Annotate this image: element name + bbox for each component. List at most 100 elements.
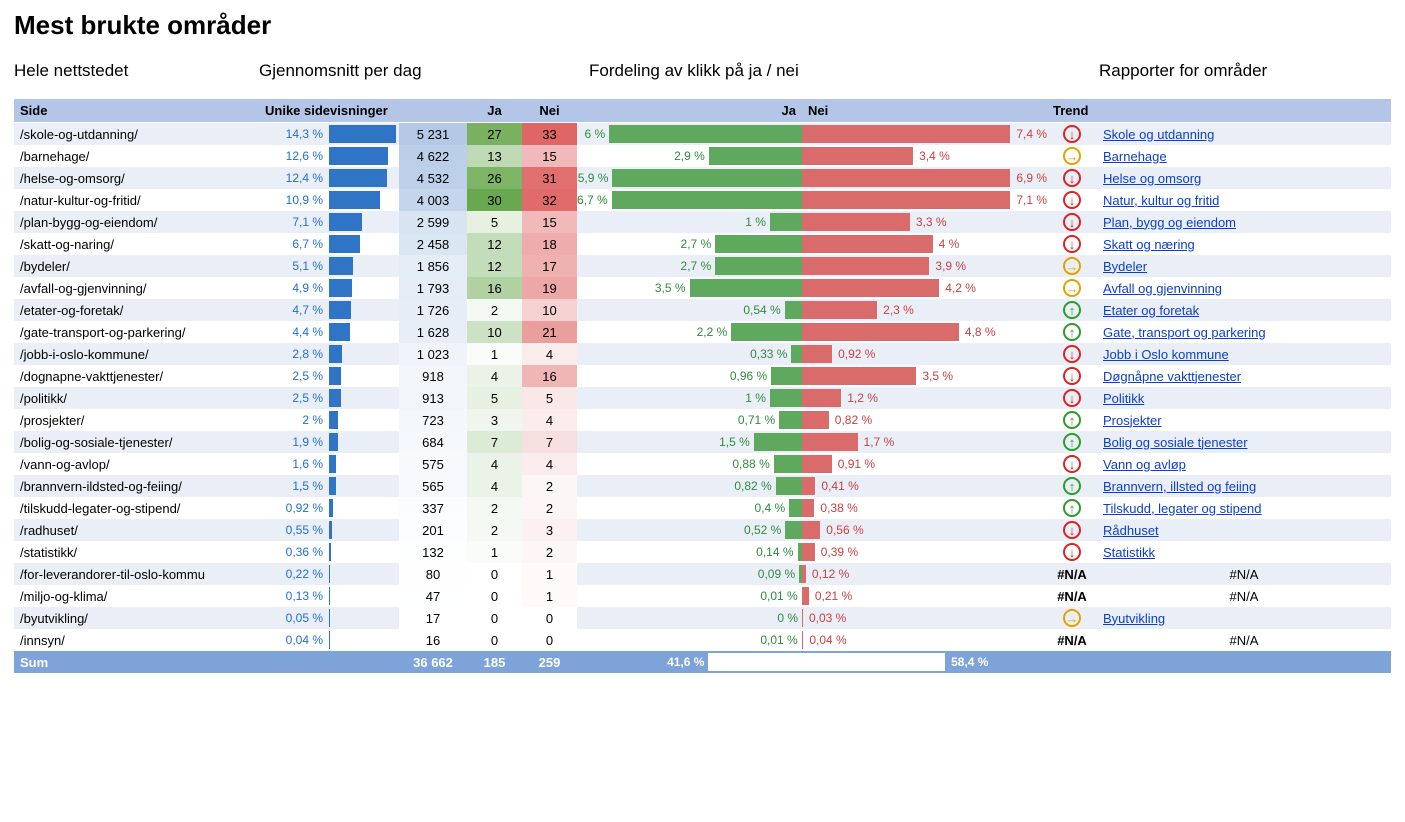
cell-side: /brannvern-ildsted-og-feiing/ <box>14 475 259 497</box>
table-row: /miljo-og-klima/ 0,13 % 4701 0,01 % 0,21… <box>14 585 1391 607</box>
cell-report-link[interactable]: Etater og foretak <box>1097 299 1391 321</box>
ja-pct-label: 0,54 % <box>743 303 784 317</box>
th-ja2[interactable]: Ja <box>577 99 802 123</box>
cell-nei: 19 <box>522 277 577 299</box>
cell-report-link[interactable]: Helse og omsorg <box>1097 167 1391 189</box>
report-link[interactable]: Helse og omsorg <box>1103 171 1201 186</box>
cell-pct-bar: 2,5 % <box>259 387 399 409</box>
cell-report-link[interactable]: Avfall og gjenvinning <box>1097 277 1391 299</box>
cell-trend: #N/A <box>1047 585 1097 607</box>
cell-trend: #N/A <box>1047 629 1097 651</box>
sum-ja-pct: 41,6 % <box>667 655 708 669</box>
cell-report-link[interactable]: Tilskudd, legater og stipend <box>1097 497 1391 519</box>
nei-pct-label: 0,39 % <box>815 545 858 559</box>
th-trend[interactable]: Trend <box>1047 99 1097 123</box>
cell-nei: 2 <box>522 497 577 519</box>
report-link[interactable]: Barnehage <box>1103 149 1167 164</box>
cell-trend: ↓ <box>1047 211 1097 233</box>
cell-views: 1 793 <box>399 277 467 299</box>
cell-report-link[interactable]: Prosjekter <box>1097 409 1391 431</box>
report-link[interactable]: Statistikk <box>1103 545 1155 560</box>
cell-nei-bar: 4,2 % <box>802 277 1047 299</box>
cell-ja-bar: 0 % <box>577 607 802 629</box>
th-ja[interactable]: Ja <box>467 99 522 123</box>
ja-pct-label: 0,01 % <box>760 589 801 603</box>
cell-report-link[interactable]: Skatt og næring <box>1097 233 1391 255</box>
th-nei2[interactable]: Nei <box>802 99 1047 123</box>
cell-views: 16 <box>399 629 467 651</box>
report-link[interactable]: Bydeler <box>1103 259 1147 274</box>
cell-report-link[interactable]: Jobb i Oslo kommune <box>1097 343 1391 365</box>
report-link[interactable]: Brannvern, illsted og feiing <box>1103 479 1256 494</box>
report-link[interactable]: Natur, kultur og fritid <box>1103 193 1219 208</box>
cell-nei-bar: 3,4 % <box>802 145 1047 167</box>
report-link[interactable]: Bolig og sosiale tjenester <box>1103 435 1248 450</box>
table-row: /barnehage/ 12,6 % 4 6221315 2,9 % 3,4 %… <box>14 145 1391 167</box>
cell-report-link[interactable]: Gate, transport og parkering <box>1097 321 1391 343</box>
cell-views: 4 622 <box>399 145 467 167</box>
cell-pct-bar: 4,9 % <box>259 277 399 299</box>
th-nei[interactable]: Nei <box>522 99 577 123</box>
cell-trend: → <box>1047 607 1097 629</box>
cell-report-link[interactable]: Vann og avløp <box>1097 453 1391 475</box>
ja-pct-label: 2,2 % <box>697 325 732 339</box>
report-link[interactable]: Gate, transport og parkering <box>1103 325 1266 340</box>
cell-report-link[interactable]: Statistikk <box>1097 541 1391 563</box>
report-link[interactable]: Rådhuset <box>1103 523 1159 538</box>
trend-down-icon: ↓ <box>1063 125 1081 143</box>
table-row: /skatt-og-naring/ 6,7 % 2 4581218 2,7 % … <box>14 233 1391 255</box>
pct-value: 10,9 % <box>259 193 329 207</box>
cell-ja: 1 <box>467 541 522 563</box>
cell-nei: 10 <box>522 299 577 321</box>
cell-nei: 2 <box>522 541 577 563</box>
cell-report-link[interactable]: Brannvern, illsted og feiing <box>1097 475 1391 497</box>
sum-ja: 185 <box>467 651 522 673</box>
cell-report-link[interactable]: Bolig og sosiale tjenester <box>1097 431 1391 453</box>
cell-report-link: #N/A <box>1097 629 1391 651</box>
cell-report-link[interactable]: Natur, kultur og fritid <box>1097 189 1391 211</box>
cell-ja: 3 <box>467 409 522 431</box>
trend-up-icon: ↑ <box>1063 477 1081 495</box>
cell-report-link[interactable]: Skole og utdanning <box>1097 123 1391 146</box>
cell-side: /vann-og-avlop/ <box>14 453 259 475</box>
cell-ja-bar: 0,54 % <box>577 299 802 321</box>
cell-report-link[interactable]: Bydeler <box>1097 255 1391 277</box>
report-link[interactable]: Jobb i Oslo kommune <box>1103 347 1229 362</box>
table-row: /helse-og-omsorg/ 12,4 % 4 5322631 5,9 %… <box>14 167 1391 189</box>
cell-views: 2 599 <box>399 211 467 233</box>
sum-link-blank <box>1097 651 1391 673</box>
th-views[interactable]: Unike sidevisninger <box>259 99 467 123</box>
cell-report-link[interactable]: Politikk <box>1097 387 1391 409</box>
cell-ja: 4 <box>467 475 522 497</box>
th-side[interactable]: Side <box>14 99 259 123</box>
cell-report-link[interactable]: Plan, bygg og eiendom <box>1097 211 1391 233</box>
cell-report-link[interactable]: Barnehage <box>1097 145 1391 167</box>
cell-report-link[interactable]: Byutvikling <box>1097 607 1391 629</box>
report-link[interactable]: Skole og utdanning <box>1103 127 1214 142</box>
report-link[interactable]: Plan, bygg og eiendom <box>1103 215 1236 230</box>
trend-down-icon: ↓ <box>1063 455 1081 473</box>
report-link[interactable]: Politikk <box>1103 391 1144 406</box>
cell-report-link[interactable]: Døgnåpne vakttjenester <box>1097 365 1391 387</box>
cell-ja: 1 <box>467 343 522 365</box>
cell-nei: 5 <box>522 387 577 409</box>
report-link[interactable]: Prosjekter <box>1103 413 1162 428</box>
cell-side: /jobb-i-oslo-kommune/ <box>14 343 259 365</box>
report-link[interactable]: Byutvikling <box>1103 611 1165 626</box>
cell-ja: 7 <box>467 431 522 453</box>
cell-nei-bar: 7,1 % <box>802 189 1047 211</box>
report-link[interactable]: Vann og avløp <box>1103 457 1186 472</box>
report-link[interactable]: Tilskudd, legater og stipend <box>1103 501 1262 516</box>
cell-report-link[interactable]: Rådhuset <box>1097 519 1391 541</box>
nei-pct-label: 7,4 % <box>1010 127 1047 141</box>
trend-up-icon: ↑ <box>1063 433 1081 451</box>
report-link[interactable]: Etater og foretak <box>1103 303 1199 318</box>
cell-pct-bar: 0,55 % <box>259 519 399 541</box>
report-link[interactable]: Skatt og næring <box>1103 237 1195 252</box>
pct-value: 0,55 % <box>259 523 329 537</box>
cell-pct-bar: 0,92 % <box>259 497 399 519</box>
cell-trend: #N/A <box>1047 563 1097 585</box>
report-link[interactable]: Avfall og gjenvinning <box>1103 281 1222 296</box>
cell-nei: 2 <box>522 475 577 497</box>
report-link[interactable]: Døgnåpne vakttjenester <box>1103 369 1241 384</box>
